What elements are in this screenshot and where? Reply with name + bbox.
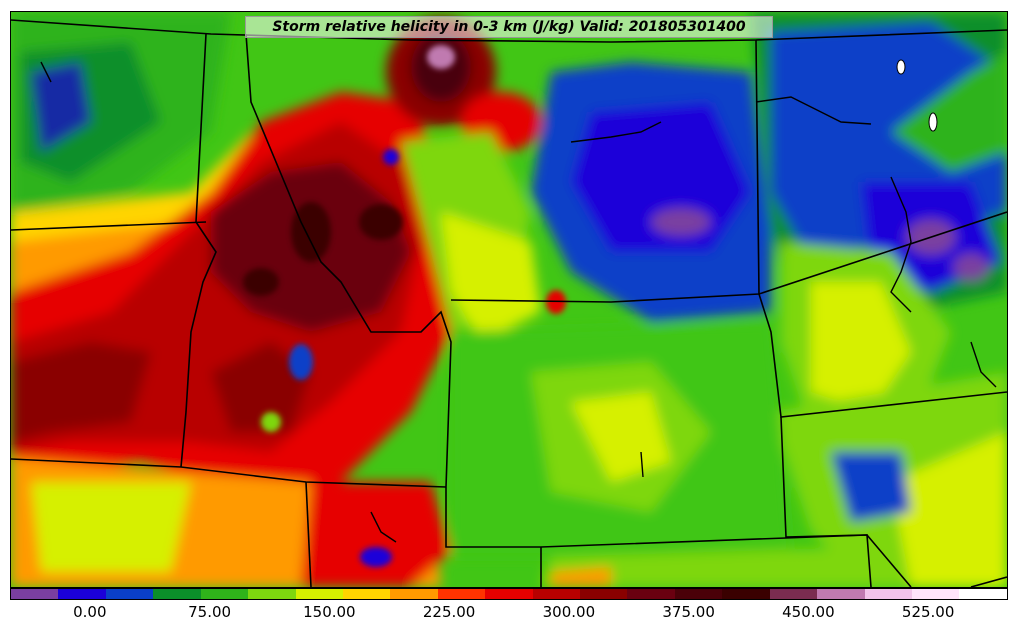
colorbar-segment (437, 589, 486, 599)
colorbar-tick-label: 375.00 (662, 603, 715, 621)
colorbar-segment (105, 589, 154, 599)
colorbar-tick-label: 450.00 (782, 603, 835, 621)
colorbar-segment (342, 589, 391, 599)
colorbar (10, 588, 1008, 600)
water-features (40, 61, 997, 543)
colorbar-segment (11, 589, 59, 599)
state-boundaries (11, 19, 1007, 587)
colorbar-segment (532, 589, 581, 599)
colorbar-segment (722, 589, 770, 599)
helicity-field-detail (243, 45, 566, 567)
colorbar-segment (200, 589, 249, 599)
colorbar-segment (627, 589, 675, 599)
colorbar-segment (864, 589, 913, 599)
colorbar-tick-label: 300.00 (542, 603, 596, 621)
colorbar-segment (58, 589, 106, 599)
colorbar-segment (912, 589, 960, 599)
colorbar-tick-label: 225.00 (422, 603, 476, 621)
colorbar-segment (390, 589, 438, 599)
colorbar-tick-label: 525.00 (901, 603, 955, 621)
colorbar-segment (959, 589, 1007, 599)
colorbar-segment (153, 589, 201, 599)
colorbar-tick-label: 75.00 (188, 603, 232, 621)
map-title: Storm relative helicity in 0-3 km (J/kg)… (245, 16, 773, 38)
colorbar-segment (580, 589, 628, 599)
colorbar-segment (485, 589, 533, 599)
colorbar-segment (248, 589, 296, 599)
colorbar-tick-label: 0.00 (73, 603, 107, 621)
map-panel (10, 11, 1008, 588)
helicity-field (11, 12, 1007, 587)
colorbar-ticks: 0.00 75.00 150.00 225.00 300.00 375.00 450.00 5… (10, 600, 1008, 630)
colorbar-segment (817, 589, 865, 599)
colorbar-segment (674, 589, 723, 599)
colorbar-segment (295, 589, 343, 599)
colorbar-tick-label: 150.00 (303, 603, 356, 621)
snow-spots (896, 59, 938, 132)
colorbar-segment (769, 589, 818, 599)
helicity-map (11, 12, 1007, 587)
